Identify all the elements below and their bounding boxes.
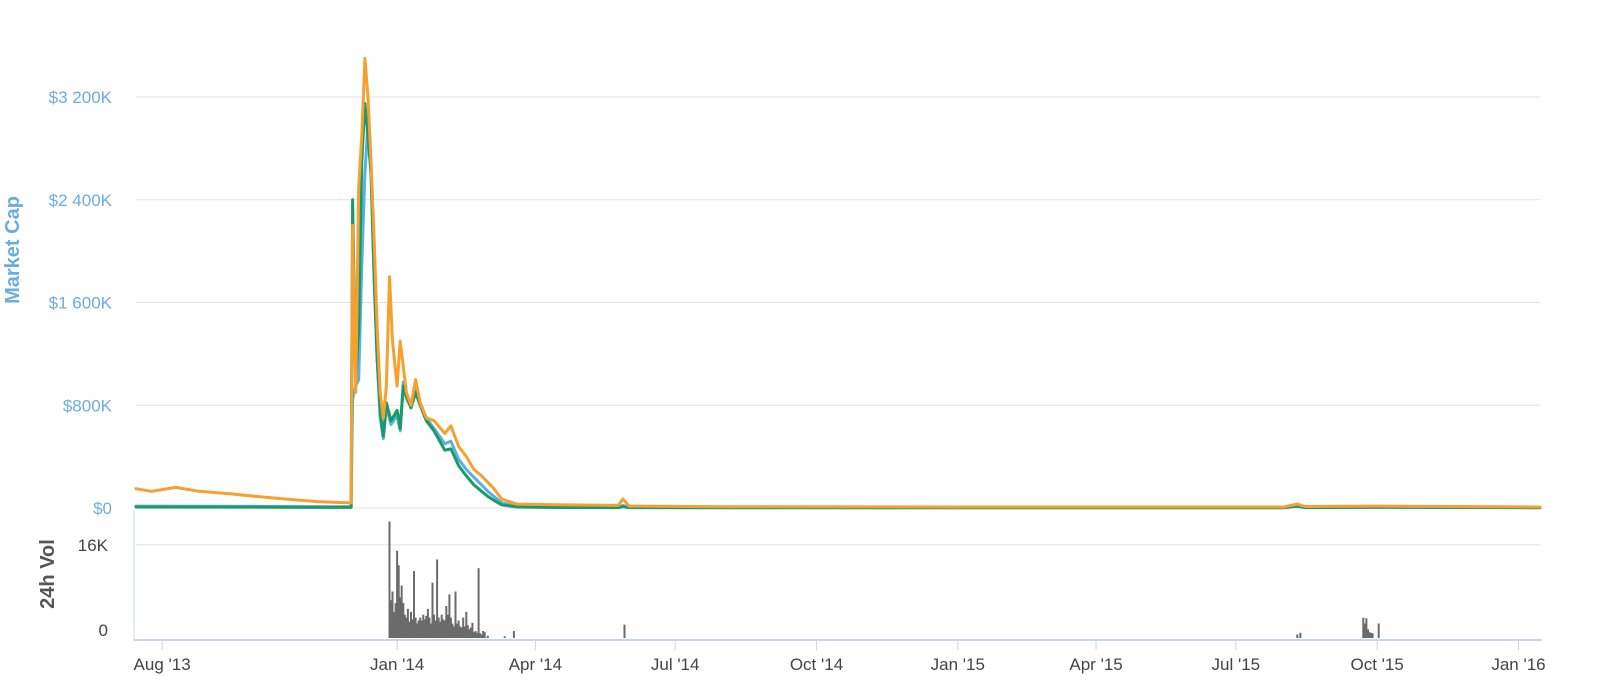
x-tick-label: Apr '15 bbox=[1069, 655, 1122, 674]
price-usd-line bbox=[136, 59, 1540, 508]
volume-bar bbox=[484, 632, 486, 638]
price-btc-line bbox=[136, 103, 1540, 507]
market-cap-tick-label: $800K bbox=[63, 396, 113, 415]
volume-bar bbox=[504, 636, 506, 638]
x-tick-label: Apr '14 bbox=[509, 655, 562, 674]
volume-y-ticks: 0 16K bbox=[78, 536, 109, 640]
volume-bar bbox=[1296, 635, 1298, 639]
volume-bars bbox=[389, 522, 1380, 638]
x-tick-label: Jul '15 bbox=[1212, 655, 1261, 674]
market-cap-tick-label: $3 200K bbox=[49, 88, 113, 107]
x-axis-ticks: Aug '13 Jan '14 Apr '14 Jul '14 Oct '14 Jan '… bbox=[134, 640, 1546, 674]
volume-axis-title: 24h Vol bbox=[37, 539, 59, 609]
market-cap-line bbox=[136, 123, 1540, 508]
volume-bar bbox=[478, 568, 480, 638]
market-cap-y-ticks: $0 $800K $1 600K $2 400K $3 200K bbox=[49, 88, 113, 518]
x-tick-label: Jul '14 bbox=[651, 655, 700, 674]
x-tick-label: Jan '14 bbox=[370, 655, 424, 674]
market-cap-tick-label: $2 400K bbox=[49, 191, 113, 210]
volume-bar bbox=[624, 625, 626, 638]
market-cap-tick-label: $1 600K bbox=[49, 294, 113, 313]
volume-bar bbox=[1378, 624, 1380, 639]
axes-layer bbox=[134, 510, 1542, 640]
series-layer bbox=[136, 59, 1540, 508]
volume-bar bbox=[1299, 633, 1301, 638]
market-cap-tick-label: $0 bbox=[93, 499, 112, 518]
volume-bar bbox=[1372, 633, 1374, 638]
volume-bar bbox=[513, 631, 515, 638]
x-tick-label: Aug '13 bbox=[134, 655, 191, 674]
main-gridlines bbox=[136, 97, 1540, 508]
market-cap-axis-title: Market Cap bbox=[2, 196, 24, 304]
x-tick-label: Jan '16 bbox=[1491, 655, 1545, 674]
volume-tick-label: 0 bbox=[99, 621, 108, 640]
volume-bar bbox=[487, 636, 489, 638]
volume-tick-label: 16K bbox=[78, 536, 109, 555]
x-tick-label: Jan '15 bbox=[931, 655, 985, 674]
x-tick-label: Oct '15 bbox=[1351, 655, 1404, 674]
x-tick-label: Oct '14 bbox=[790, 655, 843, 674]
